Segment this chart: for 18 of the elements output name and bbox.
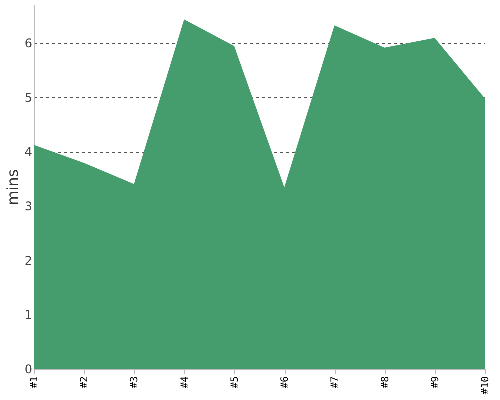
y-tick-label: 0 bbox=[24, 362, 32, 376]
x-tick-label: #2 bbox=[80, 376, 91, 389]
x-tick-label: #10 bbox=[480, 376, 492, 395]
y-tick-label: 3 bbox=[24, 200, 32, 214]
x-tick-label: #9 bbox=[430, 376, 442, 389]
x-tick-label: #7 bbox=[330, 376, 342, 389]
x-tick-label: #1 bbox=[30, 376, 40, 389]
x-tick-label: #4 bbox=[180, 376, 191, 389]
x-tick-label: #8 bbox=[380, 376, 392, 389]
y-tick-label: 6 bbox=[24, 36, 32, 51]
y-axis-title: mins bbox=[4, 169, 22, 206]
x-tick-label: #3 bbox=[130, 376, 141, 389]
y-tick-label: 1 bbox=[24, 308, 32, 322]
x-tick-label: #5 bbox=[230, 376, 241, 389]
x-tick-label: #6 bbox=[280, 376, 292, 389]
y-tick-label: 4 bbox=[24, 145, 32, 160]
y-tick-label: 2 bbox=[24, 254, 32, 268]
y-tick-label: 5 bbox=[24, 90, 32, 105]
